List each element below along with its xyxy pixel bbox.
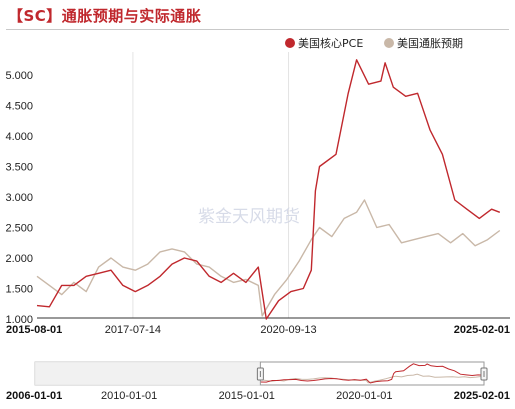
watermark: 紫金天风期货 [198, 207, 300, 227]
x-axis: 2015-08-01 2017-07-14 2020-09-13 2025-02-01 [6, 317, 510, 336]
y-tick-label: 3.000 [5, 192, 33, 204]
navigator-mask [35, 362, 261, 385]
legend: 美国核心PCE 美国通胀预期 [285, 36, 463, 50]
y-axis: 5.000 4.500 4.000 3.500 3.000 2.500 2.000 1.500… [5, 70, 33, 326]
x-tick-label: 2020-09-13 [260, 324, 316, 336]
chart-title: 【SC】通胀预期与实际通胀 [8, 7, 202, 25]
x-tick-label: 2025-02-01 [454, 324, 510, 336]
legend-label[interactable]: 美国通胀预期 [397, 37, 463, 50]
series-line [36, 59, 501, 320]
navigator-series-line [260, 363, 483, 384]
y-tick-label: 2.000 [5, 253, 33, 265]
legend-label[interactable]: 美国核心PCE [298, 36, 363, 50]
y-tick-label: 5.000 [5, 70, 33, 82]
title-divider [6, 29, 509, 30]
series-lines [36, 59, 501, 320]
legend-marker[interactable] [384, 38, 394, 48]
y-tick-label: 1.000 [5, 314, 33, 326]
navigator-tick-label: 2006-01-01 [6, 390, 62, 402]
navigator-series-line [260, 373, 483, 384]
navigator[interactable]: 2006-01-01 2010-01-01 2015-01-01 2020-01-01… [6, 361, 510, 402]
y-tick-label: 3.500 [5, 162, 33, 174]
series-line [36, 199, 501, 317]
y-tick-label: 4.500 [5, 101, 33, 113]
x-tick-label: 2015-08-01 [6, 324, 62, 336]
y-tick-label: 2.500 [5, 223, 33, 235]
legend-marker[interactable] [285, 38, 295, 48]
y-tick-label: 4.000 [5, 131, 33, 143]
navigator-tick-label: 2020-01-01 [336, 390, 392, 402]
navigator-tick-label: 2025-02-01 [454, 390, 510, 402]
grid-lines [132, 52, 290, 318]
navigator-tick-label: 2015-01-01 [219, 390, 275, 402]
x-tick-label: 2017-07-14 [105, 324, 161, 336]
y-tick-label: 1.500 [5, 284, 33, 296]
navigator-tick-label: 2010-01-01 [101, 390, 157, 402]
